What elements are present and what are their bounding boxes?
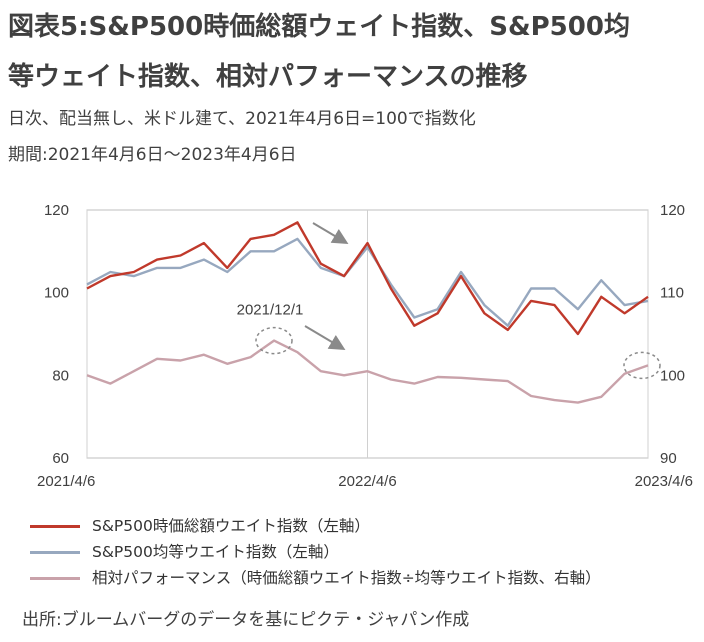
legend-swatch-equal-weighted [30, 551, 80, 554]
line-chart: 60 80 100 120 90 100 110 120 2021/4/6 2022/4/6 202… [37, 202, 693, 490]
legend-label-relative-performance: 相対パフォーマンス（時価総額ウエイト指数÷均等ウエイト指数、右軸） [92, 569, 601, 587]
peak-highlight-circle [255, 326, 293, 355]
trend-arrow-upper [312, 222, 349, 245]
trend-arrow-lower [304, 325, 346, 351]
y-right-tick-label: 100 [660, 367, 685, 384]
chart-title-line1: 図表5:S&P500時価総額ウェイト指数、S&P500均 [8, 12, 630, 42]
series-line-equal-weighted [86, 237, 649, 327]
legend-swatch-cap-weighted [30, 525, 80, 528]
y-left-tick-label: 120 [44, 202, 69, 219]
y-right-tick-label: 90 [660, 450, 677, 467]
y-right-tick-label: 110 [660, 285, 684, 302]
chart-subtitle-line2: 期間:2021年4月6日～2023年4月6日 [8, 145, 297, 165]
y-left-tick-label: 60 [52, 450, 69, 467]
chart-subtitle-line1: 日次、配当無し、米ドル建て、2021年4月6日=100で指数化 [8, 109, 476, 129]
x-tick-label: 2023/4/6 [635, 473, 693, 490]
x-tick-label: 2021/4/6 [37, 473, 95, 490]
y-right-tick-label: 120 [660, 202, 685, 219]
chart-title-line2: 等ウェイト指数、相対パフォーマンスの推移 [8, 62, 528, 92]
source-note: 出所:ブルームバーグのデータを基にピクテ・ジャパン作成 [22, 610, 470, 630]
y-left-tick-label: 100 [44, 285, 69, 302]
y-left-tick-label: 80 [52, 367, 69, 384]
legend-label-cap-weighted: S&P500時価総額ウエイト指数（左軸） [92, 517, 370, 535]
end-highlight-circle [623, 351, 661, 380]
annotation-label: 2021/12/1 [237, 302, 304, 319]
x-tick-label: 2022/4/6 [338, 473, 396, 490]
legend-label-equal-weighted: S&P500均等ウエイト指数（左軸） [92, 543, 339, 561]
legend-swatch-relative-performance [30, 577, 80, 580]
series-line-relative-performance [86, 339, 649, 404]
series-line-cap-weighted [86, 221, 649, 336]
